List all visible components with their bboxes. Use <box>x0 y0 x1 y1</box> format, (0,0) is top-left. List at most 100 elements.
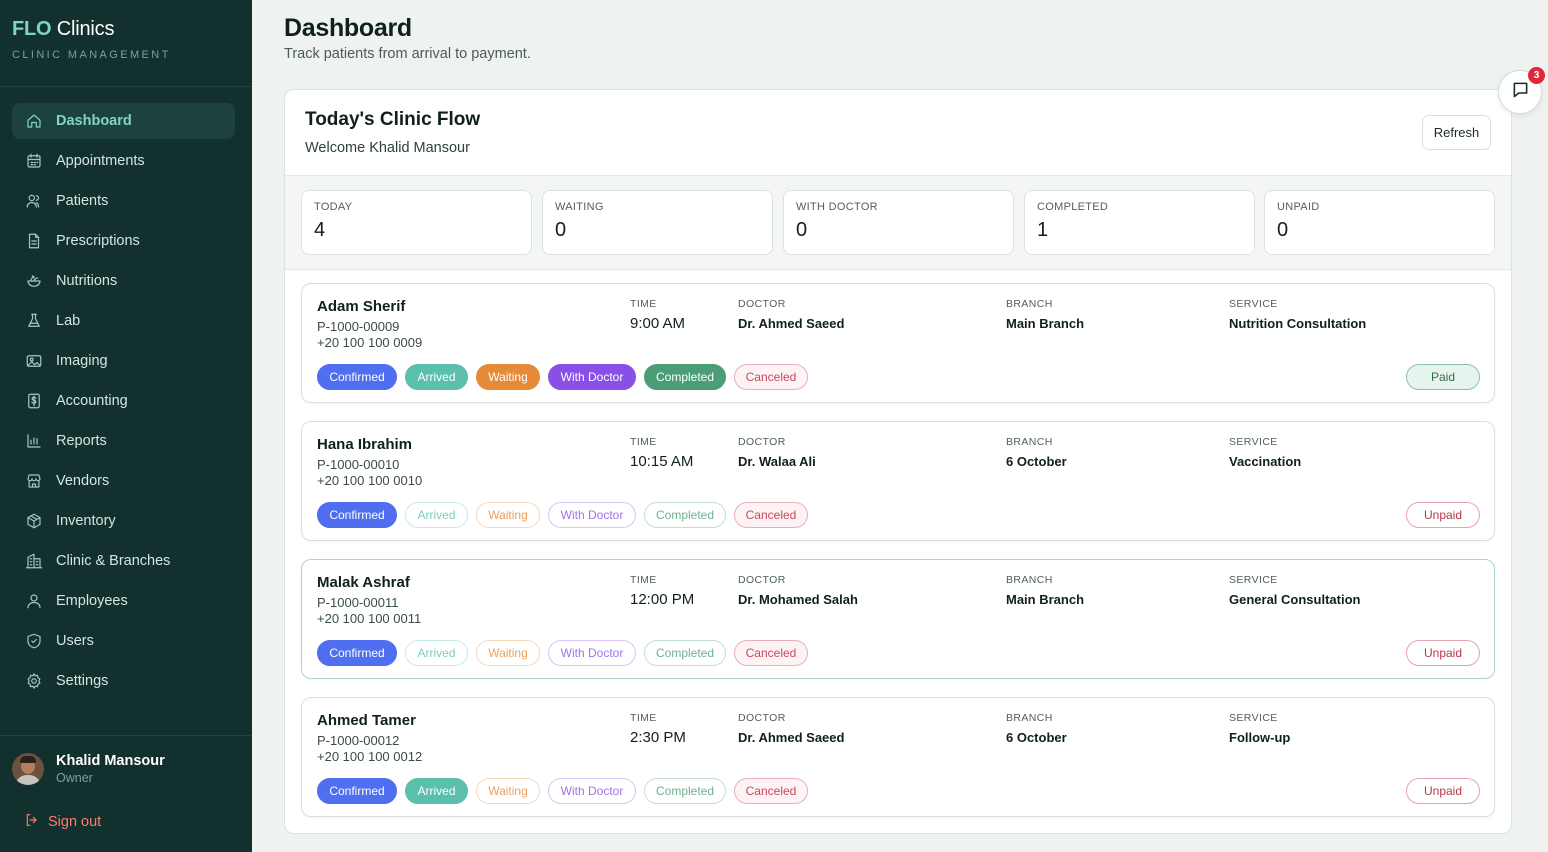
image-icon <box>25 352 43 370</box>
status-arrived-button[interactable]: Arrived <box>405 364 468 390</box>
refresh-button[interactable]: Refresh <box>1422 115 1491 150</box>
appointment-row[interactable]: Adam Sherif P-1000-00009 +20 100 100 0009 T… <box>301 283 1495 403</box>
sidebar-item-settings[interactable]: Settings <box>12 663 235 699</box>
appointment-row[interactable]: Hana Ibrahim P-1000-00010 +20 100 100 0010… <box>301 421 1495 541</box>
service-label: SERVICE <box>1229 298 1278 310</box>
stat-label: WAITING <box>555 201 604 213</box>
status-confirmed-button[interactable]: Confirmed <box>317 364 397 390</box>
service-value: Follow-up <box>1229 730 1291 745</box>
stat-card-unpaid: UNPAID 0 <box>1264 190 1495 255</box>
status-withdoctor-button[interactable]: With Doctor <box>548 502 636 528</box>
appointment-row[interactable]: Ahmed Tamer P-1000-00012 +20 100 100 0012 T… <box>301 697 1495 817</box>
time-column: TIME 10:15 AM <box>630 436 693 470</box>
status-completed-button[interactable]: Completed <box>644 364 726 390</box>
page-subtitle: Track patients from arrival to payment. <box>284 46 531 62</box>
status-canceled-button[interactable]: Canceled <box>734 502 808 528</box>
payment-status-badge[interactable]: Paid <box>1406 364 1480 390</box>
status-waiting-button[interactable]: Waiting <box>476 778 540 804</box>
status-completed-button[interactable]: Completed <box>644 778 726 804</box>
sidebar-item-prescriptions[interactable]: Prescriptions <box>12 223 235 259</box>
status-waiting-button[interactable]: Waiting <box>476 502 540 528</box>
sidebar-item-reports[interactable]: Reports <box>12 423 235 459</box>
dollar-icon <box>25 392 43 410</box>
sidebar-item-employees[interactable]: Employees <box>12 583 235 619</box>
sidebar-item-accounting[interactable]: Accounting <box>12 383 235 419</box>
appointment-row[interactable]: Malak Ashraf P-1000-00011 +20 100 100 0011… <box>301 559 1495 679</box>
time-label: TIME <box>630 574 657 586</box>
sign-out-button[interactable]: Sign out <box>24 812 101 832</box>
status-canceled-button[interactable]: Canceled <box>734 640 808 666</box>
sidebar-item-label: Prescriptions <box>56 233 140 249</box>
payment-status-badge[interactable]: Unpaid <box>1406 640 1480 666</box>
panel-title: Today's Clinic Flow <box>305 109 481 130</box>
sidebar-item-imaging[interactable]: Imaging <box>12 343 235 379</box>
service-label: SERVICE <box>1229 574 1278 586</box>
status-pills: Confirmed Arrived Waiting With Doctor Comple… <box>317 364 816 390</box>
sidebar-divider <box>0 735 252 736</box>
status-waiting-button[interactable]: Waiting <box>476 364 540 390</box>
sidebar-item-label: Imaging <box>56 353 108 369</box>
patient-phone: +20 100 100 0010 <box>317 473 423 488</box>
time-value: 9:00 AM <box>630 315 686 332</box>
doctor-value: Dr. Ahmed Saeed <box>738 316 845 331</box>
patient-name[interactable]: Ahmed Tamer <box>317 712 416 729</box>
service-label: SERVICE <box>1229 436 1278 448</box>
sidebar-item-lab[interactable]: Lab <box>12 303 235 339</box>
patient-name[interactable]: Hana Ibrahim <box>317 436 413 453</box>
payment-status-badge[interactable]: Unpaid <box>1406 778 1480 804</box>
status-confirmed-button[interactable]: Confirmed <box>317 778 397 804</box>
status-completed-button[interactable]: Completed <box>644 640 726 666</box>
sidebar-item-dashboard[interactable]: Dashboard <box>12 103 235 139</box>
status-withdoctor-button[interactable]: With Doctor <box>548 640 636 666</box>
status-canceled-button[interactable]: Canceled <box>734 778 808 804</box>
users-icon <box>25 192 43 210</box>
chat-icon <box>1510 79 1531 105</box>
service-column: SERVICE Vaccination <box>1229 436 1301 469</box>
sidebar-item-users[interactable]: Users <box>12 623 235 659</box>
status-arrived-button[interactable]: Arrived <box>405 778 468 804</box>
branch-column: BRANCH 6 October <box>1006 712 1067 745</box>
stat-label: UNPAID <box>1277 201 1320 213</box>
home-icon <box>25 112 43 130</box>
branch-value: 6 October <box>1006 730 1067 745</box>
sidebar-item-label: Inventory <box>56 513 116 529</box>
patient-name[interactable]: Adam Sherif <box>317 298 406 315</box>
branch-column: BRANCH Main Branch <box>1006 574 1084 607</box>
store-icon <box>25 472 43 490</box>
brand: FLO Clinics CLINIC MANAGEMENT <box>12 18 171 61</box>
status-confirmed-button[interactable]: Confirmed <box>317 502 397 528</box>
sidebar-item-appointments[interactable]: Appointments <box>12 143 235 179</box>
status-withdoctor-button[interactable]: With Doctor <box>548 364 636 390</box>
status-canceled-button[interactable]: Canceled <box>734 364 808 390</box>
package-icon <box>25 512 43 530</box>
brand-subtitle: CLINIC MANAGEMENT <box>12 49 171 61</box>
avatar <box>12 753 44 785</box>
branch-column: BRANCH 6 October <box>1006 436 1067 469</box>
status-waiting-button[interactable]: Waiting <box>476 640 540 666</box>
sidebar-item-vendors[interactable]: Vendors <box>12 463 235 499</box>
time-label: TIME <box>630 298 657 310</box>
stats-bar: TODAY 4 WAITING 0 WITH DOCTOR 0 COMPLETED 1 UNPA… <box>285 175 1511 270</box>
status-withdoctor-button[interactable]: With Doctor <box>548 778 636 804</box>
sidebar-item-label: Vendors <box>56 473 110 489</box>
time-value: 12:00 PM <box>630 591 695 608</box>
branch-label: BRANCH <box>1006 436 1053 448</box>
stat-label: COMPLETED <box>1037 201 1109 213</box>
time-value: 10:15 AM <box>630 453 694 470</box>
app-logo[interactable]: FLO Clinics <box>12 18 115 40</box>
status-arrived-button[interactable]: Arrived <box>405 640 468 666</box>
status-arrived-button[interactable]: Arrived <box>405 502 468 528</box>
service-column: SERVICE General Consultation <box>1229 574 1360 607</box>
sidebar-item-inventory[interactable]: Inventory <box>12 503 235 539</box>
sidebar-item-nutritions[interactable]: Nutritions <box>12 263 235 299</box>
sidebar-item-patients[interactable]: Patients <box>12 183 235 219</box>
payment-status-badge[interactable]: Unpaid <box>1406 502 1480 528</box>
sidebar-item-clinic-branches[interactable]: Clinic & Branches <box>12 543 235 579</box>
patient-name[interactable]: Malak Ashraf <box>317 574 410 591</box>
stat-label: WITH DOCTOR <box>796 201 878 213</box>
status-completed-button[interactable]: Completed <box>644 502 726 528</box>
user-profile[interactable]: Khalid Mansour Owner <box>12 753 165 785</box>
sidebar-item-label: Users <box>56 633 94 649</box>
doctor-value: Dr. Mohamed Salah <box>738 592 858 607</box>
status-confirmed-button[interactable]: Confirmed <box>317 640 397 666</box>
